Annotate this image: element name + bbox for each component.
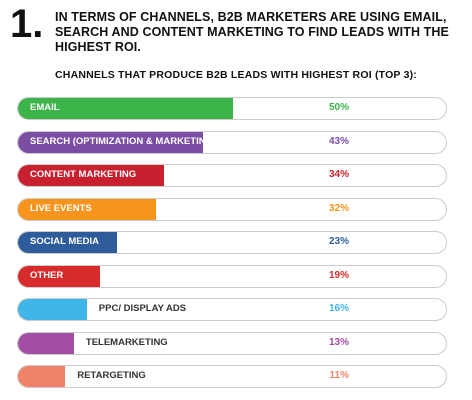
bar [18, 265, 100, 287]
bar-label: PPC/ DISPLAY ADS [98, 303, 187, 314]
bar-label: CONTENT MARKETING [30, 169, 137, 180]
bar-value-label: 50% [328, 102, 349, 113]
bar-row: CONTENT MARKETING 34% [17, 164, 447, 187]
bar-value-label: 43% [328, 135, 349, 147]
bar [18, 232, 117, 253]
bar-label: OTHER [30, 269, 64, 281]
bar-label: SOCIAL MEDIA [30, 236, 99, 247]
bar-row: TELEMARKETING 13% [17, 331, 447, 355]
bar-row: SEARCH (OPTIMIZATION & MARKETING) 43% [17, 130, 447, 154]
section-number: 1. [10, 2, 44, 46]
bar-row: OTHER 19% [17, 264, 447, 288]
bar-value-label: 11% [329, 370, 349, 381]
bar-row: LIVE EVENTS 32% [17, 197, 447, 221]
bar-row: EMAIL 50% [17, 97, 447, 120]
bar [18, 332, 74, 354]
bar-value-label: 32% [328, 202, 349, 214]
bar-row: PPC/ DISPLAY ADS 16% [17, 298, 447, 321]
bar-label: RETARGETING [77, 370, 146, 381]
bar-value-label: 34% [328, 169, 349, 180]
header: 1. IN TERMS OF CHANNELS, B2B MARKETERS A… [0, 0, 472, 70]
bar [18, 198, 156, 220]
bar [18, 366, 66, 387]
bar-row: SOCIAL MEDIA 23% [17, 231, 447, 254]
headline: IN TERMS OF CHANNELS, B2B MARKETERS ARE … [55, 10, 449, 54]
chart-title: CHANNELS THAT PRODUCE B2B LEADS WITH HIG… [55, 69, 417, 81]
bar-value-label: 23% [328, 236, 349, 247]
bar [18, 299, 87, 320]
bar-value-label: 16% [328, 303, 349, 314]
bar-label: LIVE EVENTS [30, 202, 92, 214]
bar-label: EMAIL [30, 102, 60, 113]
bar-label: SEARCH (OPTIMIZATION & MARKETING) [30, 135, 217, 147]
bar-label: TELEMARKETING [85, 336, 168, 348]
bar [18, 98, 233, 119]
bar-value-label: 13% [328, 336, 349, 348]
bar [18, 165, 165, 186]
bar-value-label: 19% [328, 269, 349, 281]
bar-row: RETARGETING 11% [17, 365, 447, 388]
bar [18, 131, 203, 153]
